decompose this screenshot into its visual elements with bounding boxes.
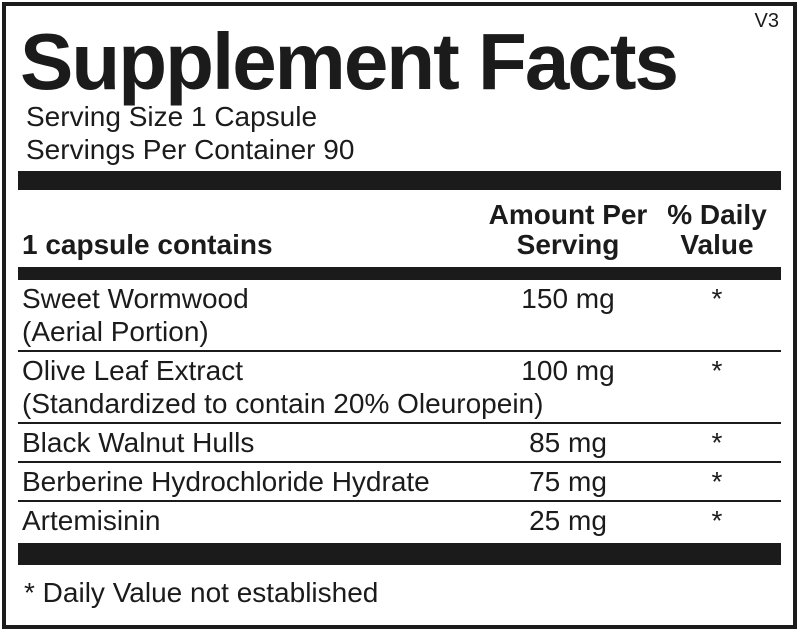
ingredient-row-main: Black Walnut Hulls 85 mg *: [18, 426, 781, 459]
ingredient-row-main: Artemisinin 25 mg *: [18, 504, 781, 537]
column-header-row: 1 capsule contains Amount Per Serving % …: [18, 190, 781, 267]
row-divider: [18, 350, 781, 352]
ingredient-amount: 100 mg: [521, 355, 615, 386]
ingredient-daily-value: *: [711, 505, 723, 536]
ingredient-row: Artemisinin 25 mg *: [18, 502, 781, 539]
ingredient-row-main: Olive Leaf Extract 100 mg *: [18, 354, 781, 387]
column-header-daily-value-line1: % Daily: [667, 199, 767, 230]
column-header-daily-value: % Daily Value: [653, 200, 781, 260]
version-tag: V3: [754, 10, 779, 32]
ingredient-amount: 150 mg: [521, 283, 615, 314]
row-divider: [18, 500, 781, 502]
ingredient-name: Olive Leaf Extract: [22, 355, 243, 386]
separator-bar-header: [18, 267, 781, 280]
ingredient-row-main: Berberine Hydrochloride Hydrate 75 mg *: [18, 465, 781, 498]
daily-value-footnote: * Daily Value not established: [24, 577, 379, 608]
separator-bar-bottom: [18, 543, 781, 565]
ingredient-amount: 85 mg: [529, 427, 607, 458]
separator-bar-top: [18, 171, 781, 190]
column-header-ingredient: 1 capsule contains: [22, 229, 273, 260]
ingredient-name: Berberine Hydrochloride Hydrate: [22, 466, 430, 497]
ingredient-daily-value: *: [711, 283, 723, 314]
row-divider: [18, 422, 781, 424]
ingredient-name: Black Walnut Hulls: [22, 427, 255, 458]
ingredient-row-main: Sweet Wormwood 150 mg *: [18, 282, 781, 315]
ingredient-daily-value: *: [711, 355, 723, 386]
ingredient-daily-value: *: [711, 427, 723, 458]
row-divider: [18, 461, 781, 463]
servings-per-container: Servings Per Container 90: [26, 134, 355, 165]
ingredient-detail: (Standardized to contain 20% Oleuropein): [22, 388, 544, 419]
ingredient-detail: (Aerial Portion): [22, 316, 209, 347]
ingredient-name: Artemisinin: [22, 505, 161, 536]
ingredient-row: Berberine Hydrochloride Hydrate 75 mg *: [18, 463, 781, 500]
column-header-amount-line2: Serving: [516, 229, 620, 260]
column-header-daily-value-line2: Value: [680, 229, 754, 260]
ingredient-row: Olive Leaf Extract 100 mg * (Standardize…: [18, 352, 781, 422]
ingredient-amount: 25 mg: [529, 505, 607, 536]
ingredient-amount: 75 mg: [529, 466, 607, 497]
column-header-amount: Amount Per Serving: [483, 200, 653, 260]
ingredient-row: Sweet Wormwood 150 mg * (Aerial Portion): [18, 280, 781, 350]
column-header-amount-line1: Amount Per: [488, 199, 648, 230]
ingredient-daily-value: *: [711, 466, 723, 497]
ingredient-row: Black Walnut Hulls 85 mg *: [18, 424, 781, 461]
serving-size: Serving Size 1 Capsule: [26, 101, 318, 132]
panel-title: Supplement Facts: [20, 17, 679, 106]
ingredient-name: Sweet Wormwood: [22, 283, 249, 314]
panel-header: V3 Supplement Facts Serving Size 1 Capsu…: [18, 6, 781, 166]
